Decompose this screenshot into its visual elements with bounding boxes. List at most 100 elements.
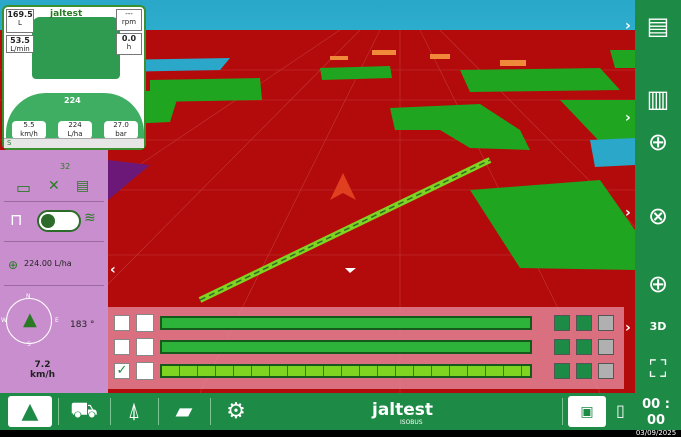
- section-sprayer-icon: [136, 338, 154, 356]
- section-row: [114, 337, 614, 357]
- brand-sub: ISOBUS: [400, 419, 423, 426]
- tank-box: 169.5 L: [6, 9, 34, 33]
- crosshair-icon: ⊕: [647, 128, 669, 156]
- hours-box: 0.0 h: [116, 33, 142, 55]
- auto-icon: ⊓: [10, 210, 23, 229]
- section-rate-icon[interactable]: [554, 339, 570, 355]
- fullscreen-button[interactable]: ⛶: [635, 350, 681, 388]
- right-tab-1[interactable]: ›: [625, 18, 631, 34]
- gnss-section: 32 ▭ ✕ ▤: [4, 160, 104, 202]
- section-panel: ✓: [108, 307, 624, 389]
- section-bar-segmented: [160, 364, 532, 378]
- clock-date: 03/09/2025: [635, 429, 677, 437]
- right-tab-2[interactable]: ›: [625, 110, 631, 126]
- hud-brand: jaltest: [50, 9, 83, 19]
- pressure-gauge: 27.0 bar: [104, 121, 138, 139]
- connector-icon: ▤: [76, 178, 90, 194]
- right-tab-3[interactable]: ›: [625, 205, 631, 221]
- gauge-cluster: 224 5.5 km/h 224 L/ha 27.0 bar: [6, 93, 144, 145]
- zoom-in-button[interactable]: ⊕: [635, 264, 681, 304]
- heading-value: 183 °: [70, 320, 95, 330]
- speed-readout: 7.2 km/h: [30, 360, 55, 380]
- steering-wheel-icon: ⊗: [647, 202, 669, 230]
- hours-value: 0.0: [121, 34, 137, 43]
- layout-button[interactable]: ▣: [568, 396, 606, 427]
- speed-value: 7.2: [34, 360, 51, 370]
- map-view-button[interactable]: ▲: [8, 396, 52, 427]
- zoom-in-icon: ⊕: [647, 270, 669, 298]
- speed-gauge: 5.5 km/h: [12, 121, 46, 139]
- grid-layout-icon: ▣: [580, 403, 594, 420]
- implement-button[interactable]: ⛟: [62, 396, 106, 427]
- hud-footer-text: S: [7, 139, 12, 147]
- compass: N S W E ▲: [1, 293, 59, 348]
- view-3d-button[interactable]: 3D: [635, 308, 681, 344]
- section-disabled-icon: [598, 363, 614, 379]
- rate-gauge-unit: L/ha: [67, 130, 83, 138]
- document-icon: ▤: [646, 12, 670, 40]
- section-target-icon[interactable]: [576, 339, 592, 355]
- section-bar: [160, 316, 532, 330]
- section-target-icon[interactable]: [576, 363, 592, 379]
- rpm-box: --- rpm: [116, 9, 142, 31]
- hud-footer: S: [4, 138, 144, 148]
- battery-status-icon: ▯: [616, 401, 625, 420]
- section-checkbox-checked[interactable]: ✓: [114, 363, 130, 379]
- left-info-panel: 32 ▭ ✕ ▤ ⊓ ≋ ⊕ 224.00 L/ha N S W E ▲ 183…: [0, 150, 108, 393]
- folder-icon: ▰: [175, 399, 193, 424]
- rpm-top: ---: [125, 10, 133, 18]
- section-rate-icon[interactable]: [554, 363, 570, 379]
- joystick-icon: ⍋: [127, 399, 141, 424]
- section-row: [114, 313, 614, 333]
- section-disabled-icon: [598, 339, 614, 355]
- steering-button[interactable]: ⊗: [635, 196, 681, 236]
- toggle-knob: [41, 214, 55, 228]
- section-target-icon[interactable]: [576, 315, 592, 331]
- separator: [58, 398, 59, 425]
- report-button[interactable]: ▤: [635, 6, 681, 46]
- section-sprayer-icon: [136, 362, 154, 380]
- bottom-toolbar: ▲ ⛟ ⍋ ▰ ⚙ jaltest ISOBUS ▣ ▯ 00 : 00 03/…: [0, 393, 681, 437]
- section-checkbox[interactable]: [114, 315, 130, 331]
- rpm-label: rpm: [121, 18, 137, 26]
- right-tab-4[interactable]: ›: [625, 320, 631, 336]
- flow-unit: L/min: [10, 45, 30, 53]
- autosection-toggle[interactable]: [37, 210, 81, 232]
- compass-s: S: [27, 341, 31, 348]
- separator: [562, 398, 563, 425]
- section-checkbox[interactable]: [114, 339, 130, 355]
- chart-icon: ▥: [646, 85, 670, 113]
- pressure-gauge-value: 27.0: [113, 121, 129, 129]
- brand-logo: jaltest: [372, 400, 433, 420]
- tank-value: 169.5: [7, 10, 33, 19]
- map-icon: ▲: [21, 399, 39, 424]
- separator: [158, 398, 159, 425]
- tractor-illustration: [32, 17, 120, 79]
- section-bar: [160, 340, 532, 354]
- gear-icon: ⚙: [226, 399, 246, 424]
- section-sprayer-icon: [136, 314, 154, 332]
- clock: 00 : 00 03/09/2025: [631, 397, 681, 437]
- speed-gauge-unit: km/h: [20, 130, 38, 138]
- sprayer-icon: ⛟: [70, 397, 98, 423]
- separator: [210, 398, 211, 425]
- settings-button[interactable]: ⚙: [214, 396, 258, 427]
- gps-target-button[interactable]: ⊕: [635, 122, 681, 162]
- rate-gauge-value: 224: [68, 121, 82, 129]
- pressure-gauge-unit: bar: [115, 130, 127, 138]
- target-icon: ⊕: [8, 258, 19, 272]
- hours-unit: h: [126, 43, 132, 51]
- guidance-button[interactable]: ⍋: [114, 396, 154, 427]
- compass-w: W: [1, 317, 7, 324]
- section-rate-icon[interactable]: [554, 315, 570, 331]
- clock-time: 00 : 00: [642, 397, 670, 428]
- wifi-icon: ≋: [84, 210, 96, 226]
- layers-button[interactable]: ▥: [635, 80, 681, 118]
- speed-gauge-value: 5.5: [23, 121, 35, 129]
- left-panel-toggle[interactable]: ‹: [110, 262, 116, 278]
- files-button[interactable]: ▰: [162, 396, 206, 427]
- compass-needle-icon: ▲: [23, 309, 37, 330]
- view-3d-label: 3D: [649, 319, 667, 333]
- focus-icon: ⛶: [649, 355, 667, 383]
- flow-value: 53.5: [10, 36, 30, 45]
